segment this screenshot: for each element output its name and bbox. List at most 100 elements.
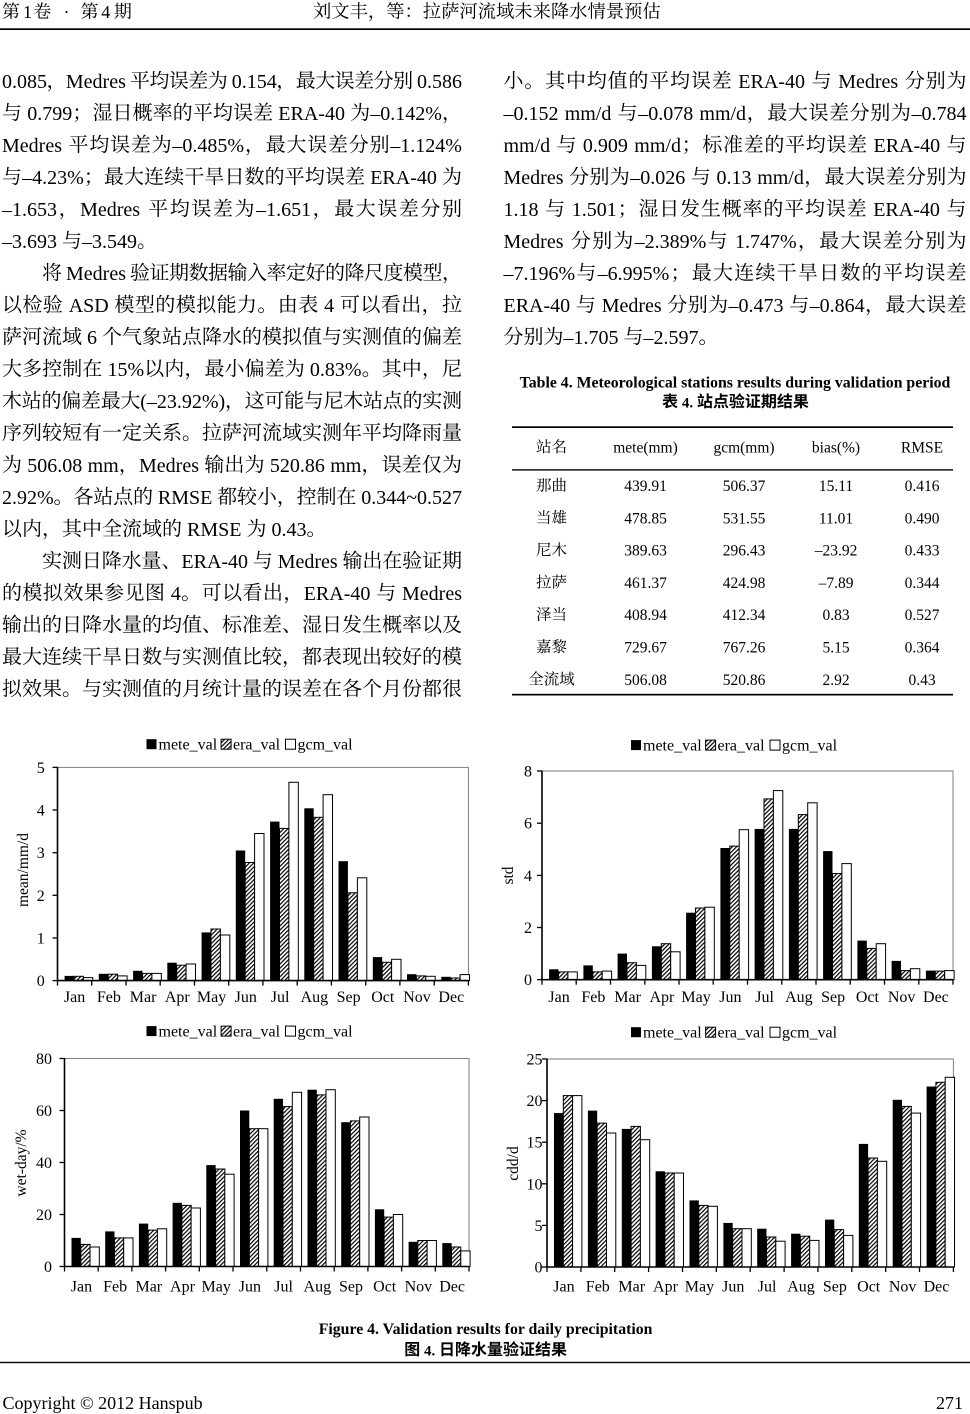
svg-text:11.01: 11.01	[819, 510, 853, 527]
svg-text:Medres: Medres	[402, 583, 462, 605]
svg-text:0: 0	[44, 1259, 52, 1276]
svg-text:Apr: Apr	[653, 1279, 679, 1296]
svg-text:1.501: 1.501	[572, 199, 617, 221]
svg-text:Medres: Medres	[504, 231, 564, 253]
svg-text:–0.784: –0.784	[911, 103, 967, 125]
svg-text:mm/d: mm/d	[634, 135, 681, 157]
svg-text:mm: mm	[88, 455, 120, 477]
svg-text:Nov: Nov	[405, 1279, 433, 1296]
svg-text:mm/d: mm/d	[757, 167, 804, 189]
svg-text:–1.651: –1.651	[255, 199, 311, 221]
svg-text:–0.026: –0.026	[629, 167, 685, 189]
svg-text:Medres: Medres	[278, 551, 338, 573]
svg-text:Dec: Dec	[439, 1279, 465, 1296]
svg-text:Medres: Medres	[504, 167, 564, 189]
svg-text:Aug: Aug	[787, 1279, 815, 1296]
svg-text:RMSE: RMSE	[187, 519, 241, 541]
svg-text:std: std	[500, 866, 517, 884]
svg-text:Aug: Aug	[301, 989, 329, 1006]
svg-text:wet-day/%: wet-day/%	[13, 1129, 30, 1196]
svg-text:408.94: 408.94	[624, 607, 667, 624]
svg-text:–6.995%: –6.995%	[597, 263, 670, 285]
svg-text:0: 0	[524, 972, 532, 989]
svg-text:Medres: Medres	[139, 455, 199, 477]
svg-text:1.18: 1.18	[504, 199, 539, 221]
svg-text:5.15: 5.15	[822, 640, 849, 657]
svg-text:–0.078: –0.078	[637, 103, 693, 125]
svg-text:0.799: 0.799	[27, 103, 72, 125]
svg-text:531.55: 531.55	[723, 510, 766, 527]
svg-text:Copyright © 2012 Hanspub: Copyright © 2012 Hanspub	[3, 1393, 203, 1413]
svg-text:Medres: Medres	[66, 71, 126, 93]
svg-text:Sep: Sep	[823, 1279, 847, 1296]
svg-text:Sep: Sep	[821, 989, 845, 1006]
svg-text:Jul: Jul	[271, 989, 290, 1006]
svg-text:–0.142%: –0.142%	[369, 103, 442, 125]
svg-text:–7.89: –7.89	[818, 575, 854, 592]
svg-text:Mar: Mar	[135, 1279, 162, 1296]
svg-text:Feb: Feb	[581, 989, 605, 1006]
svg-text:4.: 4.	[682, 396, 694, 412]
svg-text:–0.152: –0.152	[503, 103, 559, 125]
svg-text:478.85: 478.85	[624, 510, 667, 527]
svg-text:gcm(mm): gcm(mm)	[713, 440, 774, 457]
svg-text:Sep: Sep	[337, 989, 361, 1006]
svg-text:424.98: 424.98	[723, 575, 766, 592]
svg-text:Nov: Nov	[889, 1279, 917, 1296]
svg-text:mean/mm/d: mean/mm/d	[15, 833, 32, 907]
svg-text:4.: 4.	[424, 1344, 436, 1360]
svg-text:2: 2	[524, 920, 532, 937]
svg-text:–4.23%: –4.23%	[21, 167, 84, 189]
svg-text:296.43: 296.43	[723, 543, 766, 560]
svg-text:–0.864: –0.864	[809, 295, 865, 317]
svg-text:May: May	[685, 1279, 714, 1296]
svg-text:2: 2	[37, 888, 45, 905]
svg-text:–0.473: –0.473	[728, 295, 784, 317]
svg-text:Apr: Apr	[170, 1279, 196, 1296]
svg-text:Medres: Medres	[2, 135, 62, 157]
svg-text:Oct: Oct	[373, 1279, 397, 1296]
svg-text:0.43: 0.43	[908, 672, 935, 689]
svg-text:–23.92: –23.92	[814, 543, 858, 560]
svg-text:0: 0	[37, 973, 45, 990]
svg-text:6: 6	[524, 816, 532, 833]
svg-text:mm/d: mm/d	[504, 135, 551, 157]
svg-text:Apr: Apr	[165, 989, 191, 1006]
svg-text:mete(mm): mete(mm)	[613, 440, 678, 457]
svg-text:bias(%): bias(%)	[812, 440, 860, 457]
svg-text:0.085: 0.085	[2, 71, 47, 93]
svg-text:389.63: 389.63	[624, 543, 667, 560]
svg-text:0.490: 0.490	[905, 510, 940, 527]
svg-text:3: 3	[37, 845, 45, 862]
svg-text:767.26: 767.26	[723, 640, 766, 657]
svg-text:0.433: 0.433	[905, 543, 940, 560]
svg-text:ERA-40: ERA-40	[873, 199, 940, 221]
svg-text:80: 80	[36, 1051, 52, 1068]
svg-text:729.67: 729.67	[624, 640, 667, 657]
svg-text:Jul: Jul	[758, 1279, 777, 1296]
svg-text:ERA-40: ERA-40	[370, 167, 437, 189]
svg-text:Apr: Apr	[649, 989, 675, 1006]
svg-text:439.91: 439.91	[624, 478, 667, 495]
svg-text:era_val: era_val	[718, 737, 766, 754]
svg-text:Jan: Jan	[553, 1279, 574, 1296]
svg-text:Mar: Mar	[618, 1279, 645, 1296]
svg-text:0.527: 0.527	[905, 607, 940, 624]
svg-text:506.08: 506.08	[27, 455, 82, 477]
svg-text:15%: 15%	[108, 359, 145, 381]
svg-text:Medres: Medres	[838, 71, 898, 93]
svg-text:gcm_val: gcm_val	[782, 737, 838, 754]
svg-text:0.83%: 0.83%	[310, 359, 362, 381]
svg-text:–2.389%: –2.389%	[634, 231, 707, 253]
svg-text:4: 4	[37, 803, 45, 820]
svg-text:2.92: 2.92	[822, 672, 849, 689]
svg-text:(–23.92%): (–23.92%)	[140, 391, 225, 413]
svg-text:Medres: Medres	[602, 295, 662, 317]
svg-text:2.92%: 2.92%	[2, 487, 54, 509]
svg-text:40: 40	[36, 1155, 52, 1172]
svg-text:mete_val: mete_val	[643, 1025, 702, 1042]
svg-text:May: May	[681, 989, 710, 1006]
svg-text:8: 8	[524, 764, 532, 781]
svg-text:Jul: Jul	[755, 989, 774, 1006]
svg-text:–2.597: –2.597	[643, 327, 699, 349]
